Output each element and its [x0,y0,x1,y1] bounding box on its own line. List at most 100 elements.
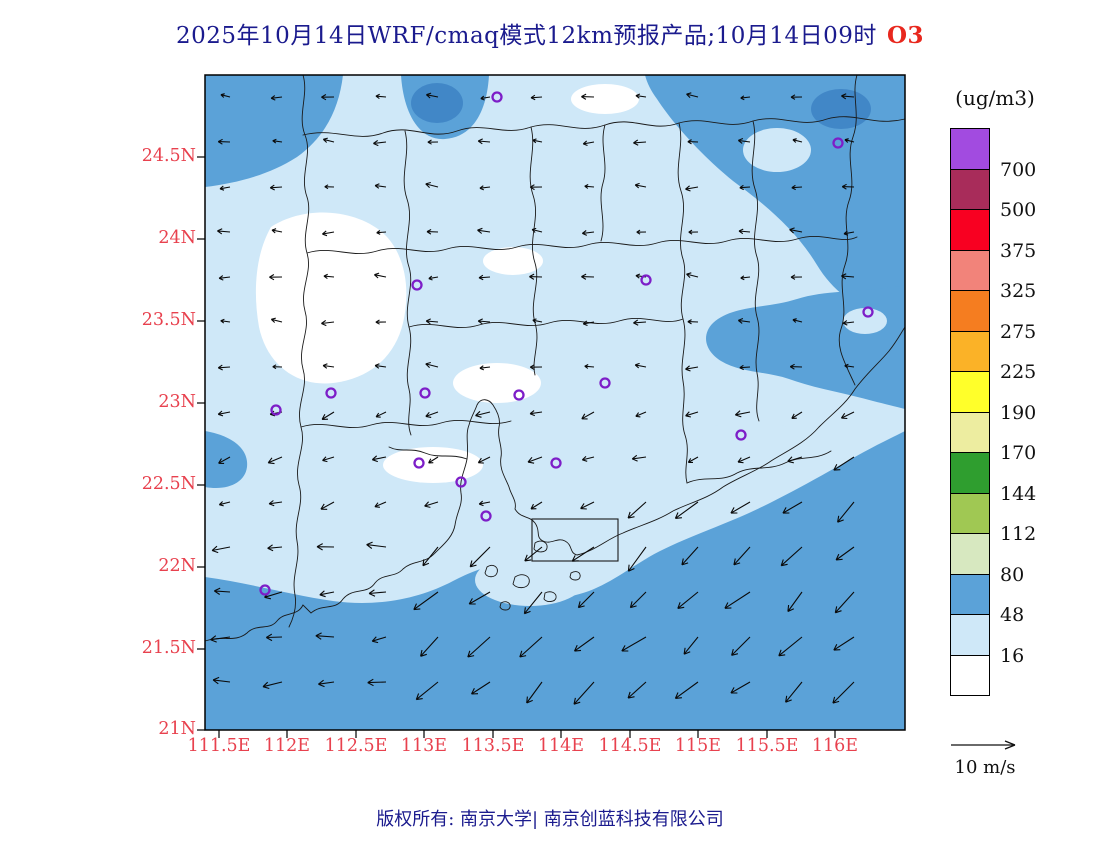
copyright-footer: 版权所有: 南京大学| 南京创蓝科技有限公司 [376,809,724,830]
wind-arrow [322,137,335,143]
legend-tick-label: 80 [1000,563,1025,586]
wind-arrow [737,456,751,464]
wind-arrow [479,185,491,191]
wind-arrow [315,632,335,640]
wind-arrow [633,319,647,326]
wind-arrow [266,633,283,642]
lon-axis-label: 113.5E [461,736,525,756]
wind-arrow [834,591,855,614]
wind-arrow [789,227,803,234]
wind-arrow [374,183,387,189]
wind-arrow [425,318,439,325]
wind-arrow [527,456,543,464]
wind-arrow [267,456,283,465]
wind-arrow [531,227,543,233]
legend-color-box [950,452,990,494]
wind-arrow [428,456,439,464]
wind-arrow [581,230,595,236]
wind-arrow [833,456,855,471]
wind-arrow [322,363,335,369]
wind-arrow [532,318,543,324]
wind-arrow [270,317,283,323]
wind-arrow [627,681,647,699]
station-marker [270,404,282,416]
fill-hole-delta [475,554,585,606]
legend-color-box [950,573,990,615]
legend-color-box [950,371,990,413]
wind-arrow [368,589,387,597]
wind-arrow [316,543,335,551]
station-marker [599,377,611,389]
wind-arrow [844,138,855,143]
wind-arrow [426,92,439,99]
legend-color-box [950,168,990,210]
map-frame [204,74,906,731]
wind-arrow [422,546,439,567]
wind-arrow [737,317,751,324]
station-marker [480,510,492,522]
wind-arrow [582,320,595,327]
wind-arrow [835,546,855,561]
wind-arrow [529,364,543,371]
fill-hole-midright [843,308,887,334]
wind-arrow [790,94,803,100]
wind-arrow [724,591,751,609]
station-marker [832,137,844,149]
station-marker [550,457,562,469]
station-marker [413,457,425,469]
wind-arrow [581,93,595,100]
wind-arrow [627,501,647,519]
station-marker-layer [259,91,874,596]
wind-arrow [581,411,595,420]
legend-color-box [950,290,990,332]
station-marker [640,274,652,286]
wind-arrow [267,544,283,552]
wind-arrow [478,500,491,507]
fill-dark-spot-2 [811,89,871,129]
wind-arrow [730,681,751,694]
wind-arrow [789,363,803,370]
lon-axis-label: 114E [537,736,585,756]
fill-lt16-center [453,363,541,403]
wind-reference-label: 10 m/s [954,757,1016,778]
wind-arrow [324,184,335,190]
lon-axis-label: 113E [400,736,448,756]
wind-arrow [220,318,231,324]
legend-tick-label: 16 [1000,644,1025,667]
wind-arrow [581,456,595,462]
wind-arrow [792,138,803,143]
wind-arrow [530,501,543,510]
wind-arrow [685,365,699,372]
wind-arrow [688,229,699,235]
legend-color-box [950,249,990,291]
wind-arrow [580,501,595,510]
legend-unit-label: (ug/m3) [955,86,1035,110]
wind-arrow [629,591,647,609]
wind-arrow [573,636,595,652]
wind-arrow [321,94,335,101]
fill-48-80-sea [205,431,905,730]
wind-arrow [731,636,751,656]
legend-color-box [950,492,990,534]
wind-arrow [217,138,231,145]
wind-arrow [366,541,387,549]
wind-arrow [584,184,595,189]
fill-48-80-topleft [205,75,343,187]
border-inner-2 [529,126,538,376]
wind-arrow [220,93,231,98]
wind-arrow [790,274,803,280]
wind-arrow [272,364,283,370]
legend-tick-label: 225 [1000,361,1037,383]
fill-48-80-topright [645,75,905,311]
concentration-fill-layer [205,75,905,730]
legend-color-box [950,209,990,251]
legend-tick-label: 500 [1000,199,1037,221]
wind-arrow [469,546,491,568]
wind-arrow [837,501,855,523]
fill-lt16-north [483,247,543,275]
station-marker [325,387,337,399]
wind-arrow [740,275,751,281]
lat-axis-label: 21.5N [141,638,196,658]
wind-arrow [375,93,387,100]
species-label: O3 [886,22,924,49]
